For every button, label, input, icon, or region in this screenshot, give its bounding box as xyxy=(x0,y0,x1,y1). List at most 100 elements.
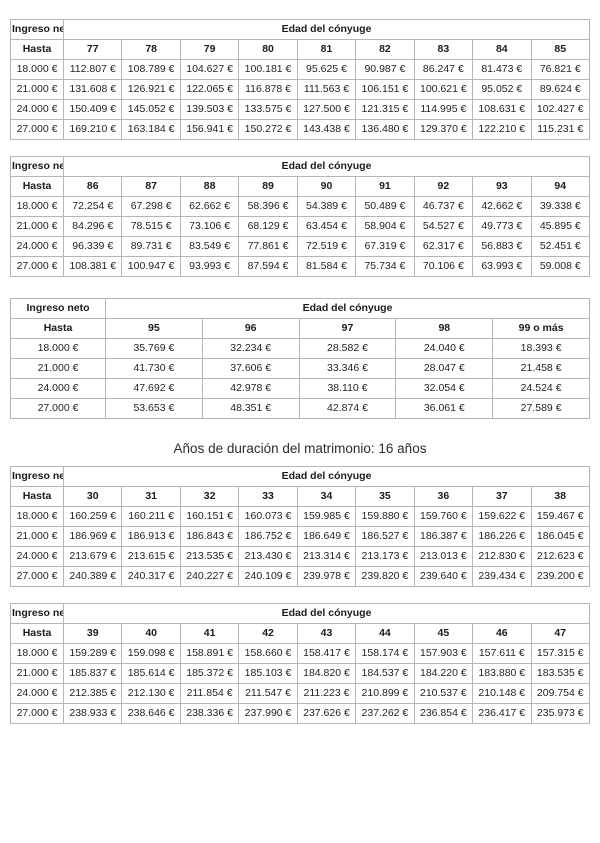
income-cell: 21.000 € xyxy=(10,663,64,684)
value-cell: 186.045 € xyxy=(530,526,590,547)
value-cell: 78.515 € xyxy=(121,216,181,237)
value-cell: 53.653 € xyxy=(105,398,203,419)
value-cell: 210.148 € xyxy=(472,683,532,704)
value-cell: 104.627 € xyxy=(179,59,240,80)
spouse-age-header-cell: Edad del cónyuge xyxy=(105,298,590,319)
value-cell: 115.231 € xyxy=(530,119,590,140)
value-cell: 50.489 € xyxy=(355,196,415,217)
value-cell: 100.621 € xyxy=(413,79,474,100)
age-column-header: 85 xyxy=(530,39,590,60)
value-cell: 158.891 € xyxy=(179,643,240,664)
value-cell: 81.584 € xyxy=(296,256,357,277)
value-cell: 41.730 € xyxy=(105,358,203,379)
table-row: 18.000 €160.259 €160.211 €160.151 €160.0… xyxy=(10,506,590,527)
value-cell: 150.409 € xyxy=(62,99,123,120)
value-cell: 36.061 € xyxy=(395,398,494,419)
spouse-age-header-cell: Edad del cónyuge xyxy=(63,156,590,177)
value-cell: 157.903 € xyxy=(413,643,474,664)
value-cell: 237.990 € xyxy=(238,703,298,724)
value-cell: 90.987 € xyxy=(355,59,415,80)
income-cell: 24.000 € xyxy=(10,99,64,120)
age-column-header: 42 xyxy=(238,623,298,644)
table-row: 24.000 €212.385 €212.130 €211.854 €211.5… xyxy=(10,683,590,704)
up-to-header-cell: Hasta xyxy=(10,486,64,507)
age-column-header: 40 xyxy=(121,623,181,644)
value-cell: 129.370 € xyxy=(413,119,474,140)
value-cell: 39.338 € xyxy=(530,196,590,217)
age-header-row: Hasta 30 31 32 33 34 35 36 37 38 xyxy=(10,486,590,507)
value-cell: 240.389 € xyxy=(62,566,123,587)
value-cell: 108.789 € xyxy=(121,59,181,80)
value-cell: 24.524 € xyxy=(492,378,590,399)
age-column-header: 47 xyxy=(530,623,590,644)
value-cell: 89.624 € xyxy=(530,79,590,100)
age-column-header: 97 xyxy=(298,318,397,339)
value-cell: 96.339 € xyxy=(62,236,123,257)
age-column-header: 33 xyxy=(238,486,298,507)
value-cell: 95.052 € xyxy=(472,79,532,100)
value-cell: 212.385 € xyxy=(62,683,123,704)
value-cell: 81.473 € xyxy=(472,59,532,80)
value-cell: 156.941 € xyxy=(179,119,240,140)
value-cell: 35.769 € xyxy=(105,338,203,359)
value-cell: 212.830 € xyxy=(472,546,532,567)
income-cell: 18.000 € xyxy=(10,643,64,664)
table-row: 24.000 €150.409 €145.052 €139.503 €133.5… xyxy=(10,99,590,120)
value-cell: 211.854 € xyxy=(179,683,240,704)
value-cell: 209.754 € xyxy=(530,683,590,704)
value-cell: 28.582 € xyxy=(298,338,397,359)
income-header-cell: Ingreso neto xyxy=(10,603,64,624)
value-cell: 56.883 € xyxy=(472,236,532,257)
age-column-header: 84 xyxy=(472,39,532,60)
table-row: 27.000 €240.389 €240.317 €240.227 €240.1… xyxy=(10,566,590,587)
income-header-cell: Ingreso neto xyxy=(10,156,64,177)
age-column-header: 36 xyxy=(413,486,474,507)
value-cell: 73.106 € xyxy=(179,216,240,237)
age-column-header: 30 xyxy=(62,486,123,507)
value-cell: 89.731 € xyxy=(121,236,181,257)
value-cell: 100.947 € xyxy=(121,256,181,277)
value-cell: 160.211 € xyxy=(121,506,181,527)
value-cell: 163.184 € xyxy=(121,119,181,140)
spouse-age-table-95-99: Ingreso neto Edad del cónyuge Hasta 95 96 97 9… xyxy=(10,298,590,419)
value-cell: 159.985 € xyxy=(296,506,357,527)
value-cell: 238.336 € xyxy=(179,703,240,724)
value-cell: 122.210 € xyxy=(472,119,532,140)
value-cell: 52.451 € xyxy=(530,236,590,257)
table-row: 18.000 €159.289 €159.098 €158.891 €158.6… xyxy=(10,643,590,664)
value-cell: 68.129 € xyxy=(238,216,298,237)
value-cell: 84.296 € xyxy=(62,216,123,237)
value-cell: 42.874 € xyxy=(298,398,397,419)
value-cell: 63.993 € xyxy=(472,256,532,277)
up-to-header-cell: Hasta xyxy=(10,318,106,339)
income-cell: 27.000 € xyxy=(10,566,64,587)
value-cell: 47.692 € xyxy=(105,378,203,399)
value-cell: 213.535 € xyxy=(179,546,240,567)
value-cell: 83.549 € xyxy=(179,236,240,257)
table-row: 24.000 €47.692 €42.978 €38.110 €32.054 €… xyxy=(10,378,590,399)
value-cell: 27.589 € xyxy=(492,398,590,419)
table-row: 18.000 €72.254 €67.298 €62.662 €58.396 €… xyxy=(10,196,590,217)
value-cell: 122.065 € xyxy=(179,79,240,100)
section-heading: Años de duración del matrimonio: 16 años xyxy=(173,441,427,456)
value-cell: 210.899 € xyxy=(355,683,415,704)
value-cell: 33.346 € xyxy=(298,358,397,379)
value-cell: 159.289 € xyxy=(62,643,123,664)
income-header-cell: Ingreso neto xyxy=(10,19,64,40)
income-cell: 27.000 € xyxy=(10,256,64,277)
income-header-cell: Ingreso neto xyxy=(10,466,64,487)
age-column-header: 38 xyxy=(530,486,590,507)
table-row: 21.000 €41.730 €37.606 €33.346 €28.047 €… xyxy=(10,358,590,379)
value-cell: 136.480 € xyxy=(355,119,415,140)
age-column-header: 82 xyxy=(355,39,415,60)
age-column-header: 99 o más xyxy=(492,318,590,339)
income-header-cell: Ingreso neto xyxy=(10,298,106,319)
age-column-header: 98 xyxy=(395,318,494,339)
age-header-row: Hasta 86 87 88 89 90 91 92 93 94 xyxy=(10,176,590,197)
value-cell: 213.173 € xyxy=(355,546,415,567)
